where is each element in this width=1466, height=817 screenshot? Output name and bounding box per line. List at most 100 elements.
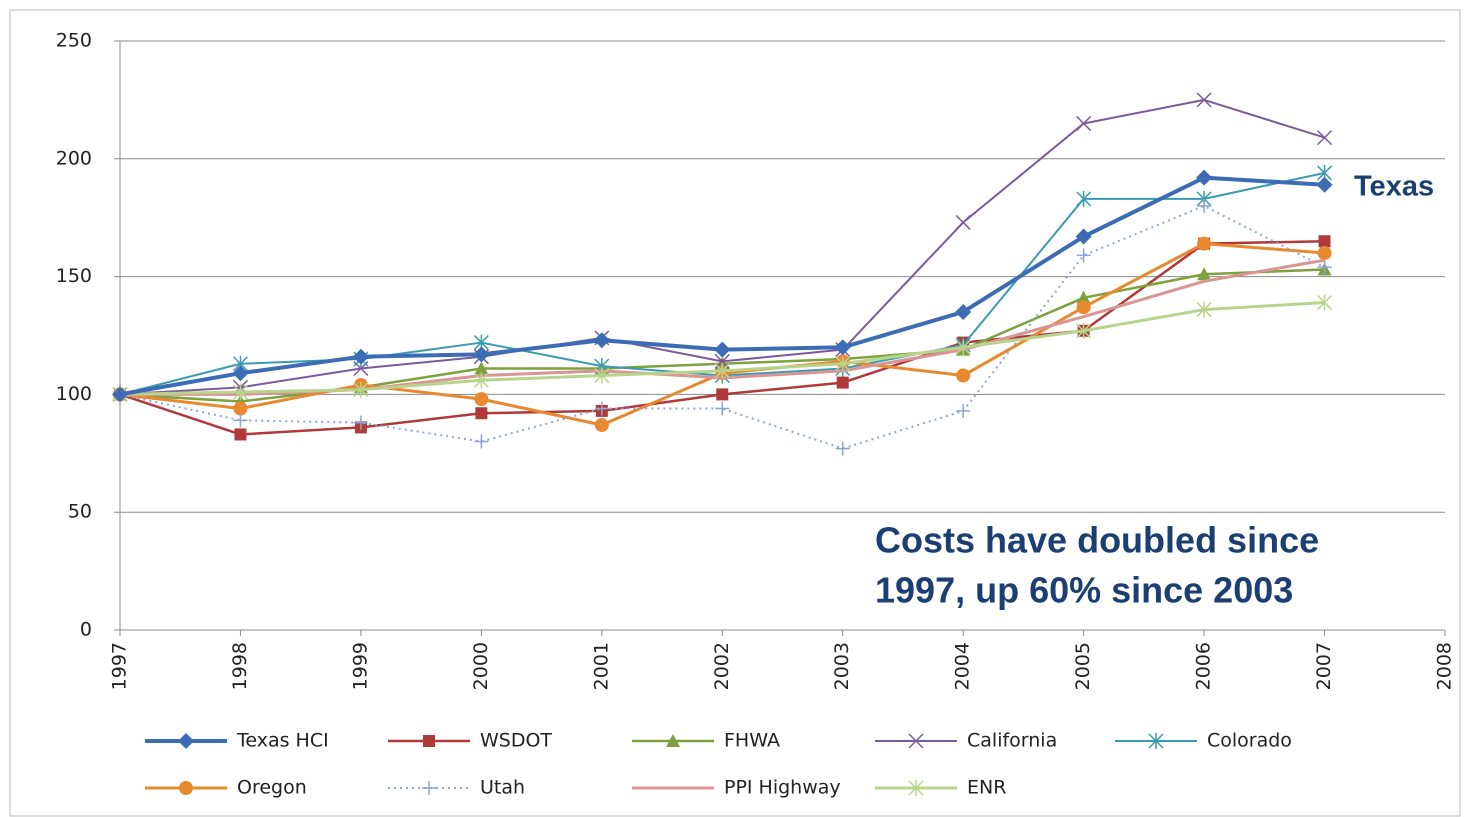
marker: [956, 368, 971, 383]
marker: [714, 362, 730, 379]
series: [113, 198, 1332, 456]
marker: [955, 339, 971, 356]
marker: [353, 415, 368, 430]
marker: [1196, 169, 1213, 186]
marker: [178, 733, 194, 749]
x-tick-label: 2004: [952, 642, 974, 690]
y-tick-label: 50: [68, 501, 92, 523]
marker: [473, 346, 490, 363]
marker: [1076, 248, 1091, 263]
marker: [179, 781, 193, 795]
y-tick-label: 150: [56, 265, 92, 287]
marker: [353, 381, 369, 398]
series: [112, 169, 1333, 403]
marker: [1317, 246, 1332, 261]
legend-label: Texas HCI: [236, 730, 329, 752]
legend-label: Utah: [480, 777, 525, 799]
x-tick-label: 2007: [1313, 642, 1335, 690]
legend-item: ENR: [875, 777, 1006, 799]
legend-item: California: [875, 730, 1057, 752]
legend-item: Colorado: [1115, 730, 1292, 752]
marker: [233, 413, 248, 428]
marker: [1317, 260, 1332, 275]
marker: [1076, 322, 1092, 339]
legend-item: Oregon: [145, 777, 307, 799]
marker: [1318, 235, 1331, 248]
marker: [1148, 733, 1164, 749]
marker: [955, 214, 971, 230]
x-tick-label: 1997: [109, 642, 131, 690]
marker: [835, 355, 851, 372]
series: [113, 262, 1332, 408]
marker: [1196, 301, 1212, 318]
chart-frame: [9, 9, 1461, 817]
marker: [232, 384, 248, 401]
marker: [594, 367, 610, 384]
x-tick-label: 2005: [1072, 642, 1094, 690]
marker: [908, 733, 924, 749]
legend-item: Utah: [388, 777, 525, 799]
legend-label: WSDOT: [480, 730, 552, 752]
marker: [716, 388, 729, 401]
x-tick-label: 1998: [229, 642, 251, 690]
marker: [1317, 130, 1333, 146]
marker: [1317, 294, 1333, 311]
y-tick-label: 250: [56, 30, 92, 52]
marker: [714, 341, 731, 358]
line: [119, 204, 1326, 450]
marker: [474, 361, 489, 375]
legend-label: PPI Highway: [724, 777, 841, 799]
marker: [232, 365, 249, 382]
annotation: Costs have doubled since: [875, 520, 1319, 561]
marker: [835, 441, 850, 456]
marker: [834, 339, 851, 356]
legend-label: Oregon: [237, 777, 307, 799]
marker: [593, 332, 610, 349]
legend-label: California: [967, 730, 1057, 752]
legend-label: FHWA: [724, 730, 780, 752]
marker: [474, 392, 489, 407]
legend-item: WSDOT: [388, 730, 552, 752]
marker: [352, 348, 369, 365]
marker: [473, 372, 489, 389]
marker: [112, 386, 128, 403]
marker: [836, 376, 849, 389]
marker: [666, 734, 680, 747]
x-tick-label: 2006: [1193, 642, 1215, 690]
x-tick-label: 2000: [470, 642, 492, 690]
marker: [1197, 267, 1212, 281]
marker: [1076, 300, 1091, 315]
marker: [1196, 92, 1212, 108]
marker: [1075, 228, 1092, 245]
marker: [594, 401, 609, 416]
x-tick-label: 2001: [590, 642, 612, 690]
annotation: Texas: [1354, 171, 1434, 203]
marker: [1197, 236, 1212, 251]
y-tick-label: 100: [56, 383, 92, 405]
marker: [475, 407, 488, 420]
legend-label: Colorado: [1207, 730, 1292, 752]
legend-item: FHWA: [632, 730, 780, 752]
marker: [234, 428, 247, 441]
legend-label: ENR: [967, 777, 1006, 799]
legend-item: Texas HCI: [145, 730, 329, 752]
marker: [908, 780, 924, 796]
marker: [423, 735, 435, 747]
marker: [1197, 198, 1212, 213]
marker: [233, 401, 248, 416]
marker: [1316, 176, 1333, 193]
legend-item: PPI Highway: [632, 777, 841, 799]
marker: [474, 434, 489, 449]
x-tick-label: 2002: [711, 642, 733, 690]
y-tick-label: 0: [80, 619, 92, 641]
y-tick-label: 200: [56, 147, 92, 169]
x-tick-label: 1999: [349, 642, 371, 690]
marker: [1076, 290, 1091, 304]
x-tick-label: 2008: [1434, 642, 1456, 690]
x-tick-label: 2003: [831, 642, 853, 690]
marker: [422, 781, 436, 795]
marker: [956, 403, 971, 418]
marker: [1076, 115, 1092, 131]
annotation: 1997, up 60% since 2003: [875, 570, 1293, 611]
